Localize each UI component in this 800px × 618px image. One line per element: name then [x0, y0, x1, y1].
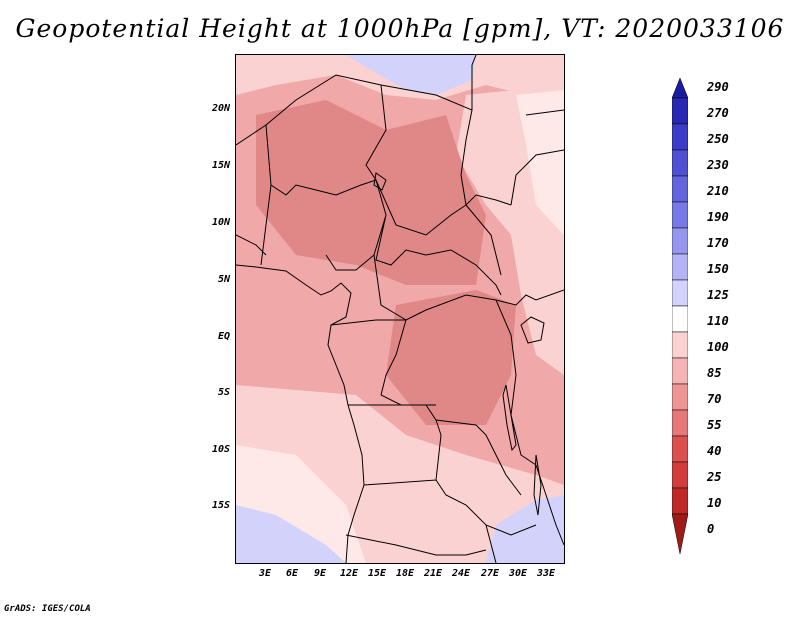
lat-tick-5s: 5S — [217, 387, 230, 398]
lat-tick-10n: 10N — [211, 217, 230, 228]
colorbar-label: 190 — [707, 210, 729, 224]
colorbar-label: 250 — [707, 132, 729, 146]
border-lines — [236, 55, 564, 563]
colorbar-seg-5 — [672, 201, 688, 229]
lake-tanganyika — [502, 384, 517, 452]
lon-tick-9e: 9E — [313, 568, 327, 579]
lon-tick-6e: 6E — [285, 568, 299, 579]
colorbar-seg-2 — [672, 123, 688, 151]
colorbar-label: 290 — [707, 80, 729, 94]
colorbar-label: 210 — [707, 184, 729, 198]
lon-tick-24e: 24E — [451, 568, 471, 579]
colorbar-seg-6 — [672, 227, 688, 255]
colorbar-label: 40 — [707, 444, 722, 458]
colorbar-label: 100 — [707, 340, 729, 354]
map-panel — [235, 54, 565, 564]
colorbar-seg-9 — [672, 305, 688, 333]
lon-tick-15e: 15E — [367, 568, 387, 579]
colorbar-seg-1 — [672, 97, 688, 125]
lake-malawi — [533, 454, 542, 516]
lake-victoria — [520, 316, 545, 344]
colorbar-seg-4 — [672, 175, 688, 203]
field-center-low — [256, 100, 486, 285]
lon-tick-18e: 18E — [395, 568, 415, 579]
field-congo-low — [386, 290, 516, 425]
lat-tick-15n: 15N — [211, 160, 230, 171]
colorbar-seg-3 — [672, 149, 688, 177]
colorbar-bottom-arrow — [672, 513, 688, 555]
lon-tick-21e: 21E — [423, 568, 443, 579]
lake-chad — [373, 172, 387, 191]
colorbar-label: 170 — [707, 236, 729, 250]
colorbar-seg-14 — [672, 435, 688, 463]
colorbar-seg-11 — [672, 357, 688, 385]
chart-title: Geopotential Height at 1000hPa [gpm], VT… — [15, 14, 785, 43]
colorbar-label: 110 — [707, 314, 729, 328]
colorbar-label: 125 — [707, 288, 729, 302]
colorbar-seg-8 — [672, 279, 688, 307]
lat-tick-20n: 20N — [211, 103, 230, 114]
colorbar-label: 270 — [707, 106, 729, 120]
colorbar-label: 0 — [707, 522, 715, 536]
colorbar-label: 85 — [707, 366, 722, 380]
colorbar — [672, 78, 688, 555]
colorbar-seg-15 — [672, 461, 688, 489]
colorbar-seg-10 — [672, 331, 688, 359]
colorbar-label: 25 — [707, 470, 722, 484]
field-north-blue — [346, 55, 476, 95]
lon-tick-33e: 33E — [536, 568, 556, 579]
colorbar-seg-16 — [672, 487, 688, 515]
colorbar-label: 150 — [707, 262, 729, 276]
colorbar-seg-7 — [672, 253, 688, 281]
credit-text: GrADS: IGES/COLA — [4, 604, 91, 614]
colorbar-label: 70 — [707, 392, 722, 406]
coastline — [236, 264, 365, 563]
field-east-lighter — [516, 90, 564, 235]
colorbar-seg-12 — [672, 383, 688, 411]
colorbar-label: 55 — [707, 418, 722, 432]
colorbar-seg-13 — [672, 409, 688, 437]
lon-tick-12e: 12E — [339, 568, 359, 579]
colorbar-top-arrow — [672, 78, 688, 99]
field-southwest-blue — [236, 505, 346, 563]
lon-tick-3e: 3E — [258, 568, 272, 579]
colorbar-label: 230 — [707, 158, 729, 172]
lat-tick-10s: 10S — [211, 444, 230, 455]
lat-tick-eq: EQ — [217, 331, 230, 342]
lat-tick-5n: 5N — [217, 274, 230, 285]
lon-tick-30e: 30E — [508, 568, 528, 579]
lat-tick-15s: 15S — [211, 500, 230, 511]
geopotential-map — [236, 55, 564, 563]
lon-tick-27e: 27E — [480, 568, 500, 579]
colorbar-label: 10 — [707, 496, 722, 510]
